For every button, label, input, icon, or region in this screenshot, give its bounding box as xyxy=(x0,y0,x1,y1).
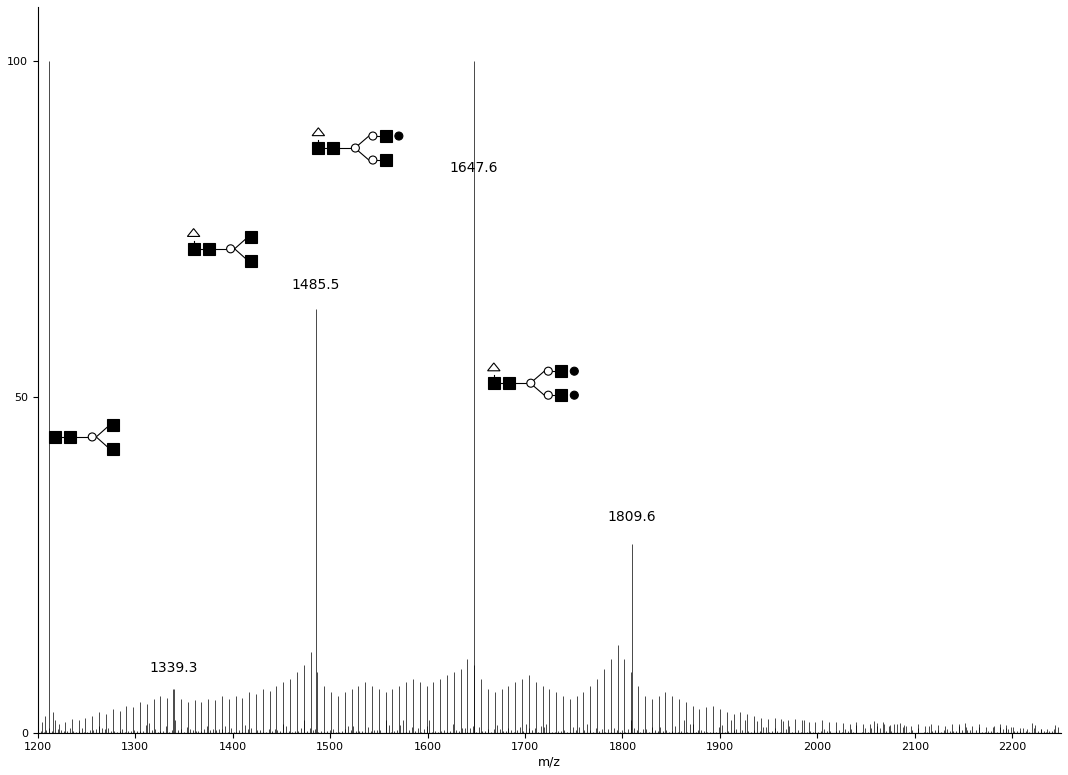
Text: 1809.6: 1809.6 xyxy=(608,510,656,524)
Text: 1647.6: 1647.6 xyxy=(450,161,498,175)
Text: 1485.5: 1485.5 xyxy=(292,278,340,292)
X-axis label: m/z: m/z xyxy=(538,755,561,768)
Text: 1339.3: 1339.3 xyxy=(150,661,198,676)
